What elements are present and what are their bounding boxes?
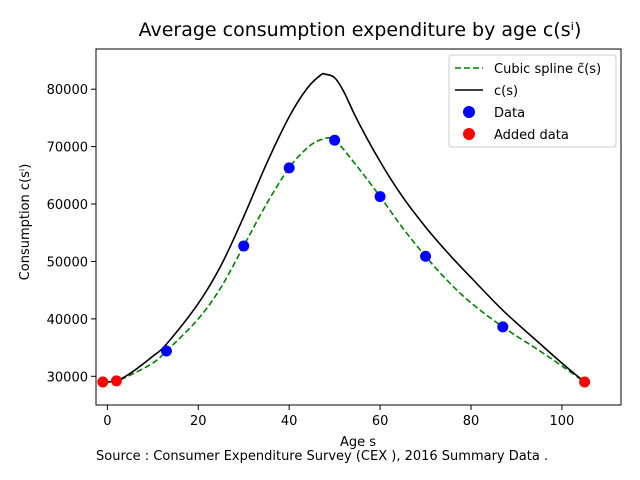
series-2-point-0 [160,345,172,357]
legend-label-0: Cubic spline c̃(s) [494,62,601,77]
series-line-0 [102,137,586,383]
x-axis: 0 20 40 60 80 100 [103,405,574,429]
legend-label-2: Data [494,106,525,121]
series-2-point-1 [238,240,250,252]
series-3-point-1 [110,375,122,387]
chart-title: Average consumption expenditure by age c… [139,19,582,41]
plot-frame [95,48,622,406]
y-axis-label: Consumption c(sⁱ) [18,164,33,281]
legend-label-3: Added data [494,128,569,143]
y-tick-label-1: 40000 [47,313,88,328]
x-axis-label: Age s [340,435,376,450]
legend-marker-2 [463,106,475,118]
x-tick-label-0: 0 [103,414,111,429]
y-tick-label-2: 50000 [47,255,88,270]
series-2-point-5 [420,250,432,262]
x-tick-label-3: 60 [372,414,389,429]
legend-marker-3 [463,128,475,140]
series-line-1 [102,72,586,383]
legend: Cubic spline c̃(s) c(s) Data Added data [448,54,617,148]
series-2-point-2 [283,162,295,174]
series-2-point-6 [497,321,509,333]
y-axis: 30000 40000 50000 60000 70000 80000 [47,83,96,385]
series-2-point-3 [329,134,341,146]
x-tick-label-2: 40 [281,414,298,429]
x-tick-label-1: 20 [190,414,207,429]
series-3-point-0 [97,376,109,388]
y-tick-label-4: 70000 [47,141,88,156]
x-tick-label-5: 100 [549,414,574,429]
plot-area [95,48,622,406]
legend-box [448,54,617,148]
y-tick-label-5: 80000 [47,83,88,98]
series-3-point-2 [579,376,591,388]
source-note: Source : Consumer Expenditure Survey (CE… [96,449,548,464]
series-2-point-4 [374,191,386,203]
y-tick-label-0: 30000 [47,370,88,385]
y-tick-label-3: 60000 [47,198,88,213]
x-tick-label-4: 80 [463,414,480,429]
legend-label-1: c(s) [494,84,518,99]
